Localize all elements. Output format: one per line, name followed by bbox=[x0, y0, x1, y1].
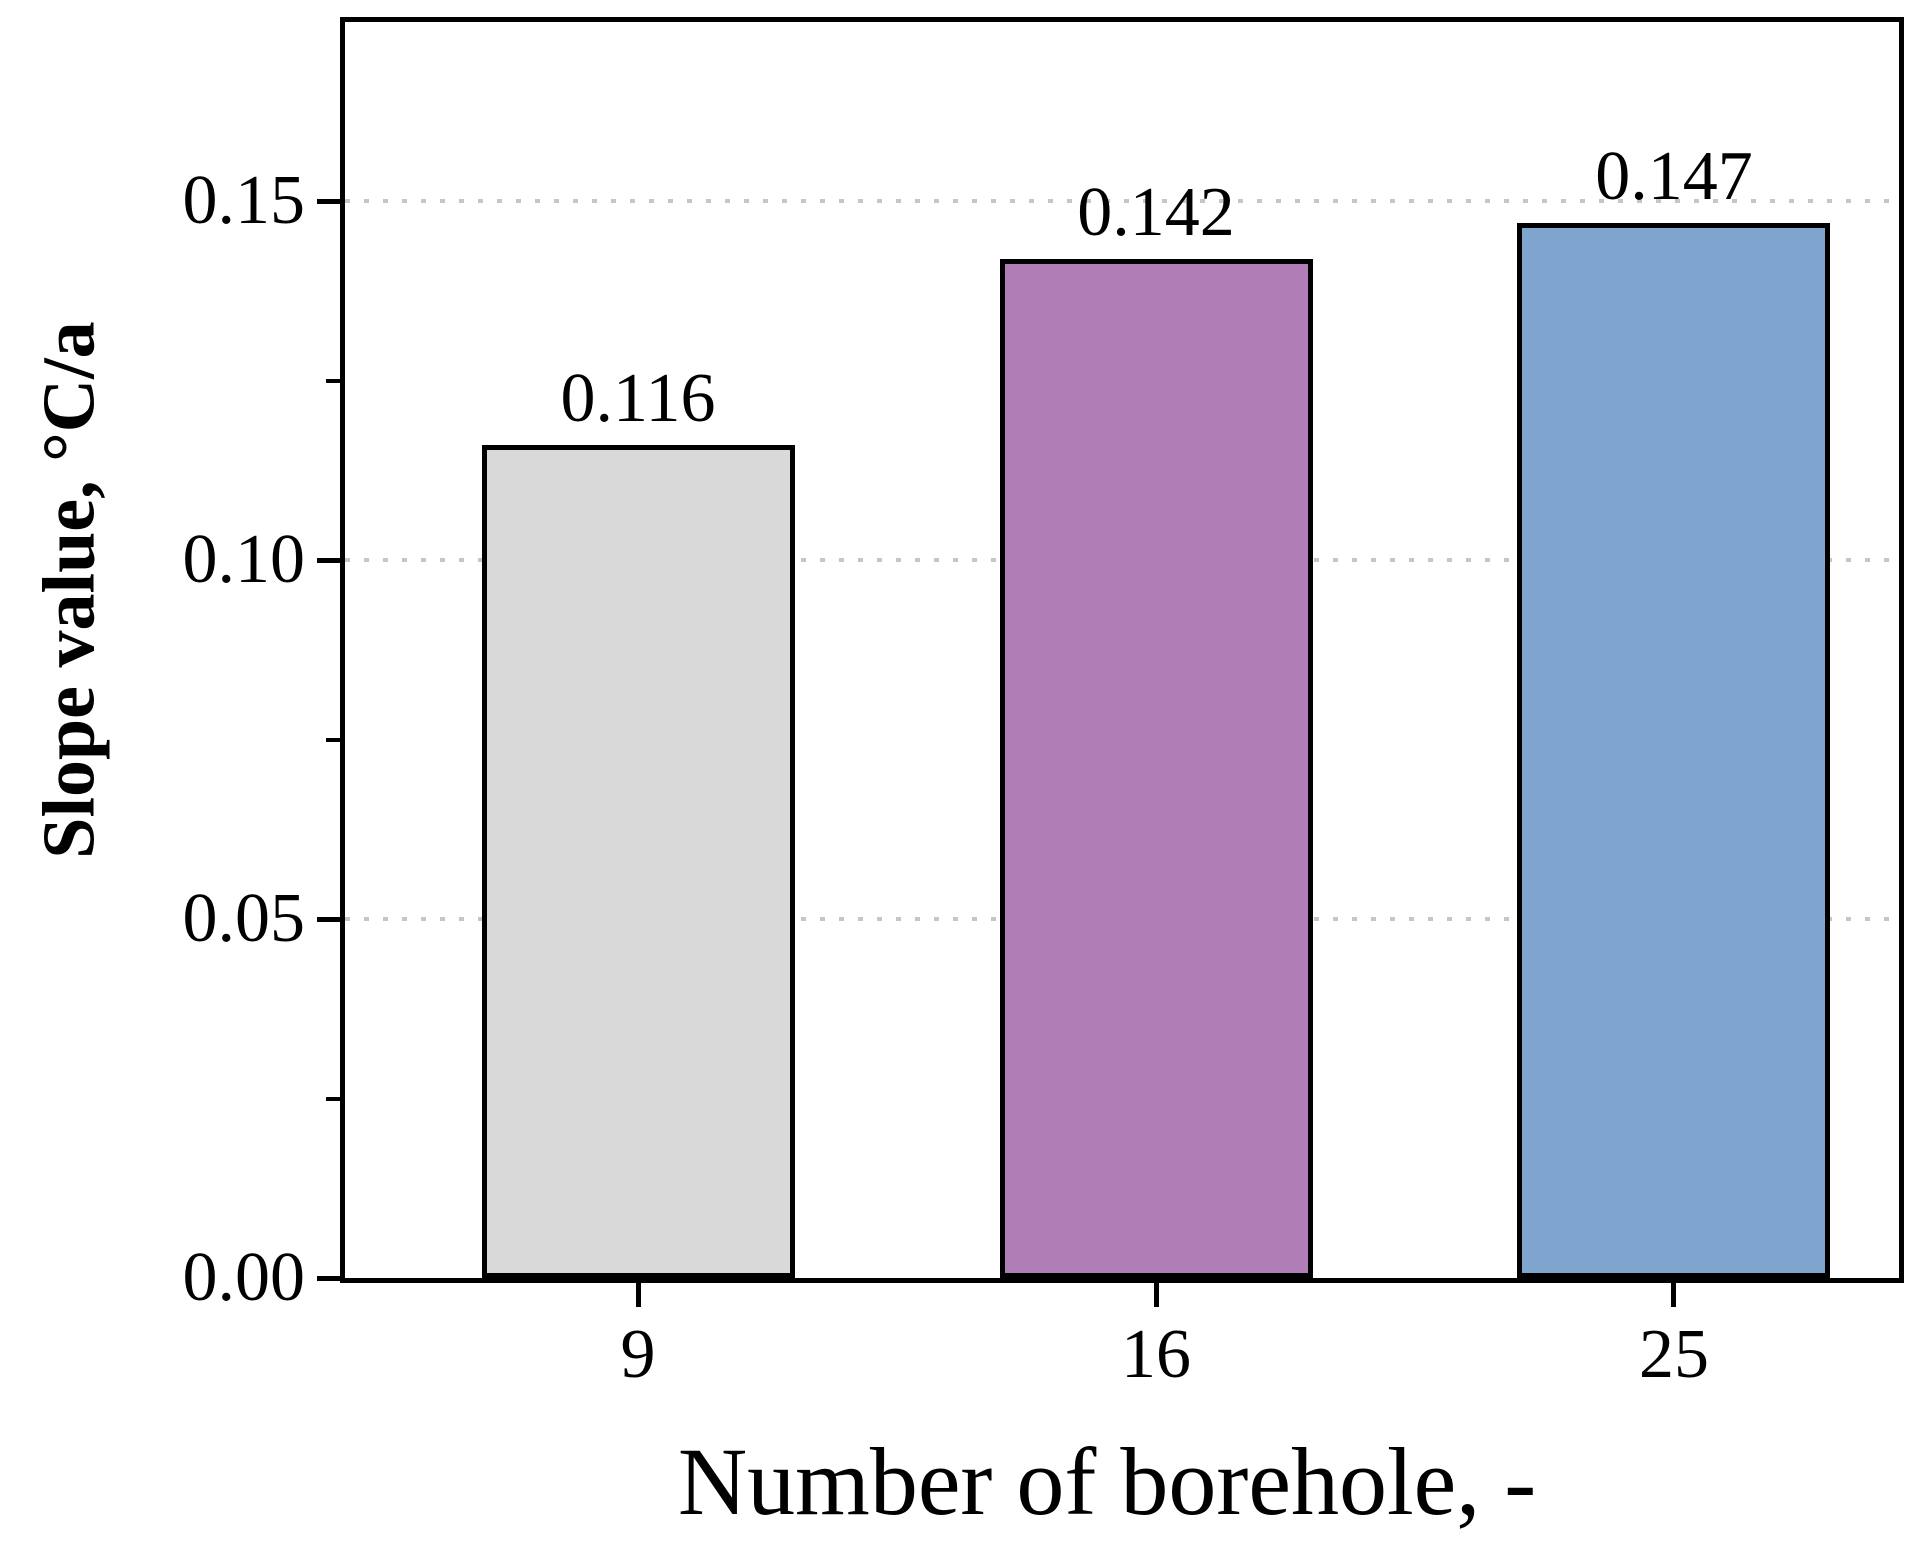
y-tick-label-0.05: 0.05 bbox=[182, 880, 306, 957]
bar-value-label-9: 0.116 bbox=[560, 360, 716, 437]
bar-9 bbox=[482, 445, 795, 1278]
x-tick-9 bbox=[636, 1283, 641, 1307]
y-tick-0.10 bbox=[317, 558, 340, 563]
bar-25 bbox=[1517, 223, 1830, 1278]
plot-area bbox=[340, 17, 1904, 1283]
y-tick-0.05 bbox=[317, 917, 340, 922]
x-tick-25 bbox=[1671, 1283, 1676, 1307]
x-tick-16 bbox=[1154, 1283, 1159, 1307]
x-tick-label-9: 9 bbox=[620, 1316, 656, 1393]
x-axis-title: Number of borehole, - bbox=[677, 1428, 1537, 1535]
bar-16 bbox=[1000, 259, 1313, 1278]
y-tick-0.15 bbox=[317, 199, 340, 204]
y-minor-tick-0.125 bbox=[326, 379, 340, 383]
y-tick-label-0.15: 0.15 bbox=[182, 162, 306, 239]
y-tick-label-0.00: 0.00 bbox=[182, 1239, 306, 1316]
y-minor-tick-0.025 bbox=[326, 1097, 340, 1101]
gridline-0.15 bbox=[345, 199, 1899, 203]
x-tick-label-16: 16 bbox=[1121, 1316, 1191, 1393]
bar-value-label-16: 0.142 bbox=[1077, 174, 1235, 251]
y-tick-label-0.10: 0.10 bbox=[182, 521, 306, 598]
bar-value-label-25: 0.147 bbox=[1595, 138, 1753, 215]
x-tick-label-25: 25 bbox=[1639, 1316, 1709, 1393]
y-tick-0.00 bbox=[317, 1276, 340, 1281]
y-minor-tick-0.075 bbox=[326, 738, 340, 742]
